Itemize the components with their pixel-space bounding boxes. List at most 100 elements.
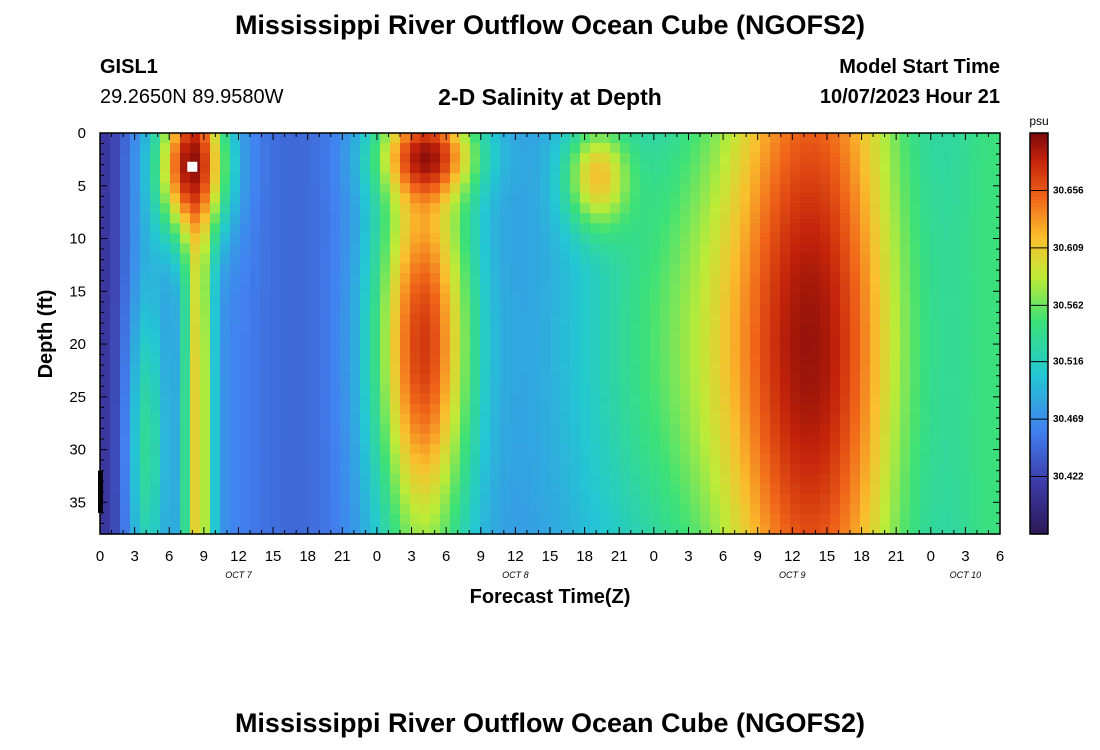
heat-cell xyxy=(330,143,341,154)
heat-cell xyxy=(980,433,991,445)
heat-cell xyxy=(940,403,951,415)
heat-cell xyxy=(520,493,531,505)
heat-cell xyxy=(790,293,801,305)
heat-cell xyxy=(930,153,941,164)
heat-cell xyxy=(550,493,561,505)
heat-cell xyxy=(980,483,991,495)
heat-cell xyxy=(750,403,761,415)
heat-cell xyxy=(360,463,371,475)
heat-cell xyxy=(810,393,821,405)
heat-cell xyxy=(500,203,511,214)
heat-cell xyxy=(240,463,251,475)
colorbar-segment xyxy=(1030,443,1048,448)
heat-cell xyxy=(230,523,241,535)
heat-cell xyxy=(640,413,651,425)
heat-cell xyxy=(520,373,531,385)
heat-cell xyxy=(760,343,771,355)
heat-cell xyxy=(550,363,561,375)
heat-cell xyxy=(290,203,301,214)
heat-cell xyxy=(720,363,731,375)
heat-cell xyxy=(520,463,531,475)
heat-cell xyxy=(730,153,741,164)
heat-cell xyxy=(400,413,411,425)
heat-cell xyxy=(470,263,481,274)
heat-cell xyxy=(840,133,851,144)
heat-cell xyxy=(780,253,791,264)
heat-cell xyxy=(800,203,811,214)
heat-cell xyxy=(780,363,791,375)
heat-cell xyxy=(660,323,671,335)
heat-cell xyxy=(910,513,921,525)
heat-cell xyxy=(840,443,851,455)
heat-cell xyxy=(790,173,801,184)
heat-cell xyxy=(660,213,671,224)
heat-cell xyxy=(780,273,791,284)
heat-cell xyxy=(610,353,621,365)
heat-cell xyxy=(770,483,781,495)
heat-cell xyxy=(370,203,381,214)
heat-cell xyxy=(380,253,391,264)
heat-cell xyxy=(970,163,981,174)
heat-cell xyxy=(610,213,621,224)
heat-cell xyxy=(410,133,421,144)
heat-cell xyxy=(310,263,321,274)
heat-cell xyxy=(360,333,371,345)
heat-cell xyxy=(510,183,521,194)
heat-cell xyxy=(650,283,661,295)
heat-cell xyxy=(720,273,731,284)
heat-cell xyxy=(180,213,191,224)
heat-cell xyxy=(800,493,811,505)
heat-cell xyxy=(720,223,731,234)
heat-cell xyxy=(600,483,611,495)
heat-cell xyxy=(610,463,621,475)
heat-cell xyxy=(220,283,231,295)
heat-cell xyxy=(380,373,391,385)
heat-cell xyxy=(170,273,181,284)
heat-cell xyxy=(180,313,191,325)
heat-cell xyxy=(820,163,831,174)
heat-cell xyxy=(270,353,281,365)
heat-cell xyxy=(540,303,551,315)
heat-cell xyxy=(110,283,121,295)
heat-cell xyxy=(530,173,541,184)
heat-cell xyxy=(680,463,691,475)
heat-cell xyxy=(180,193,191,204)
heat-cell xyxy=(560,323,571,335)
heat-cell xyxy=(330,223,341,234)
heat-cell xyxy=(890,133,901,144)
heat-cell xyxy=(670,523,681,535)
heat-cell xyxy=(780,403,791,415)
colorbar-segment xyxy=(1030,233,1048,238)
heat-cell xyxy=(890,143,901,154)
heat-cell xyxy=(430,433,441,445)
heat-cell xyxy=(240,193,251,204)
heat-cell xyxy=(350,213,361,224)
heat-cell xyxy=(420,413,431,425)
heat-cell xyxy=(870,513,881,525)
heat-cell xyxy=(200,343,211,355)
heat-cell xyxy=(610,153,621,164)
heat-cell xyxy=(740,243,751,254)
heat-cell xyxy=(130,373,141,385)
heat-cell xyxy=(950,243,961,254)
heat-cell xyxy=(880,133,891,144)
heat-cell xyxy=(620,353,631,365)
heat-cell xyxy=(730,303,741,315)
heat-cell xyxy=(420,463,431,475)
heat-cell xyxy=(290,283,301,295)
heat-cell xyxy=(670,313,681,325)
heat-cell xyxy=(990,373,1001,385)
heat-cell xyxy=(910,163,921,174)
heat-cell xyxy=(250,483,261,495)
heat-cell xyxy=(760,423,771,435)
heat-cell xyxy=(500,423,511,435)
heat-cell xyxy=(390,443,401,455)
heat-cell xyxy=(450,213,461,224)
heat-cell xyxy=(160,343,171,355)
heat-cell xyxy=(170,313,181,325)
heat-cell xyxy=(100,423,111,435)
heat-cell xyxy=(340,243,351,254)
heat-cell xyxy=(820,453,831,465)
heat-cell xyxy=(820,203,831,214)
heat-cell xyxy=(910,403,921,415)
